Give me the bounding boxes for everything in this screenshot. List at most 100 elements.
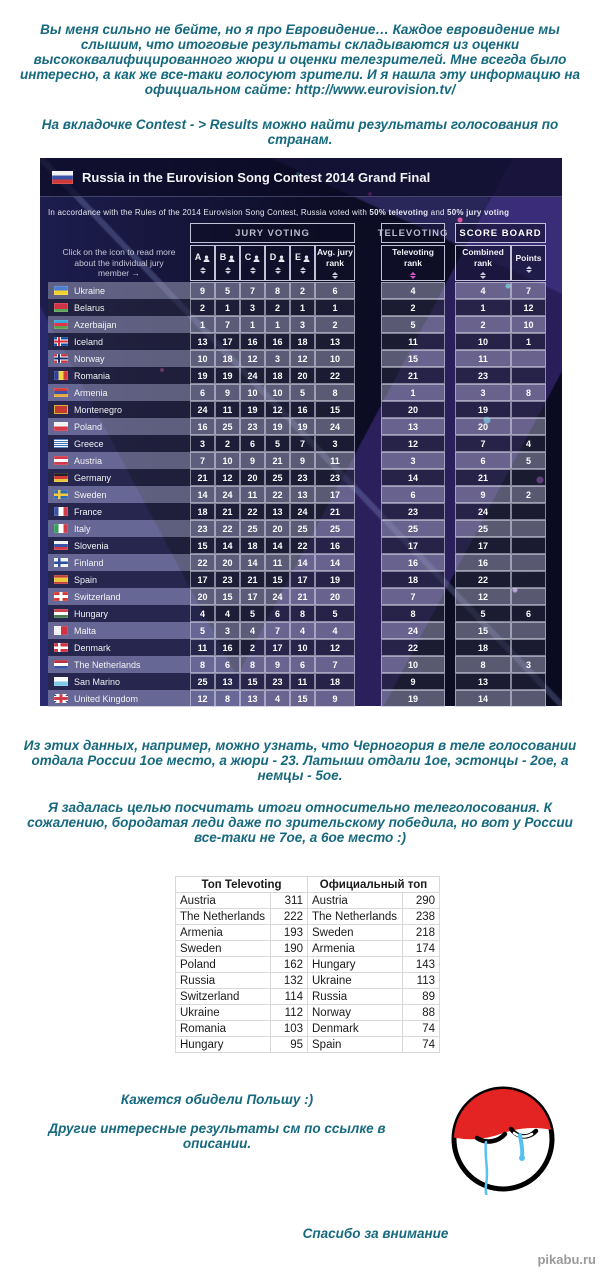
- televoting-rank-cell: 21: [381, 367, 445, 384]
- country-row: Poland 16 25 23 19 19 24 13 20: [48, 418, 554, 435]
- points-cell: [511, 690, 546, 707]
- official-score: 113: [402, 972, 440, 989]
- combined-rank-cell: 1: [455, 299, 511, 316]
- group-gap: [445, 571, 455, 588]
- sort-icon[interactable]: [525, 266, 532, 274]
- points-cell: 1: [511, 333, 546, 350]
- sort-icon[interactable]: [480, 271, 486, 279]
- group-gap: [355, 316, 381, 333]
- jury-score-cell: 4: [190, 605, 215, 622]
- jury-score-cell: 20: [190, 588, 215, 605]
- televoting-rank-cell: 25: [381, 520, 445, 537]
- country-name: Malta: [74, 625, 97, 636]
- jury-score-cell: 23: [190, 520, 215, 537]
- the-netherlands-flag-icon: [54, 660, 68, 669]
- comparison-header-row: Топ Televoting Официальный топ: [175, 876, 440, 893]
- crying-countryball-image: [451, 1086, 555, 1195]
- official-country: Austria: [307, 892, 403, 909]
- country-cell: Ukraine: [48, 282, 190, 299]
- sort-icon-active[interactable]: [410, 271, 416, 279]
- jury-score-cell: 22: [190, 554, 215, 571]
- points-cell: [511, 503, 546, 520]
- country-row: The Netherlands 8 6 8 9 6 7 10 8 3: [48, 656, 554, 673]
- group-gap: [445, 384, 455, 401]
- official-score: 143: [402, 956, 440, 973]
- country-name: Romania: [74, 370, 111, 381]
- eurovision-results-screenshot: Russia in the Eurovision Song Contest 20…: [40, 158, 562, 707]
- televoting-country: Austria: [175, 892, 271, 909]
- country-cell: Romania: [48, 367, 190, 384]
- jury-score-cell: 10: [265, 384, 290, 401]
- jury-score-cell: 15: [190, 537, 215, 554]
- jury-score-cell: 25: [265, 469, 290, 486]
- televoting-rank-header[interactable]: Televoting rank: [381, 245, 445, 281]
- group-gap: [355, 282, 381, 299]
- sort-icon[interactable]: [224, 266, 231, 274]
- country-name: United Kingdom: [74, 693, 139, 704]
- belarus-flag-icon: [54, 303, 68, 312]
- country-cell: Hungary: [48, 605, 190, 622]
- jury-score-cell: 18: [215, 350, 240, 367]
- group-gap: [445, 299, 455, 316]
- combined-rank-cell: 14: [455, 690, 511, 707]
- points-cell: [511, 469, 546, 486]
- juror-icon[interactable]: [228, 255, 235, 262]
- malta-flag-icon: [54, 626, 68, 635]
- avg-jury-rank-cell: 20: [315, 588, 355, 605]
- juror-column-header[interactable]: D: [265, 245, 290, 281]
- group-gap: [445, 435, 455, 452]
- country-name: Greece: [74, 438, 104, 449]
- group-gap: [355, 418, 381, 435]
- country-row: United Kingdom 12 8 13 4 15 9 19 14: [48, 690, 554, 707]
- televoting-rank-cell: 17: [381, 537, 445, 554]
- combined-rank-header[interactable]: Combined rank: [455, 245, 511, 281]
- jury-score-cell: 11: [240, 486, 265, 503]
- jury-score-cell: 4: [265, 690, 290, 707]
- jury-score-cell: 19: [190, 367, 215, 384]
- combined-rank-cell: 8: [455, 656, 511, 673]
- sort-icon[interactable]: [274, 266, 281, 274]
- country-name: Spain: [74, 574, 98, 585]
- jury-score-cell: 5: [215, 282, 240, 299]
- switzerland-flag-icon: [54, 592, 68, 601]
- televoting-rank-cell: 24: [381, 622, 445, 639]
- avg-jury-rank-cell: 2: [315, 316, 355, 333]
- country-cell: Montenegro: [48, 401, 190, 418]
- jury-score-cell: 5: [240, 605, 265, 622]
- televoting-rank-cell: 13: [381, 418, 445, 435]
- group-gap: [355, 299, 381, 316]
- juror-column-header[interactable]: B: [215, 245, 240, 281]
- jury-score-cell: 13: [215, 673, 240, 690]
- juror-icon[interactable]: [303, 255, 310, 262]
- televoting-score: 311: [270, 892, 308, 909]
- sort-icon[interactable]: [199, 266, 206, 274]
- points-header[interactable]: Points: [511, 245, 546, 281]
- pikabu-watermark: pikabu.ru: [537, 1252, 596, 1267]
- country-row: Switzerland 20 15 17 24 21 20 7 12: [48, 588, 554, 605]
- united-kingdom-flag-icon: [54, 694, 68, 703]
- juror-icon[interactable]: [203, 255, 210, 262]
- juror-column-header[interactable]: A: [190, 245, 215, 281]
- jury-score-cell: 23: [240, 418, 265, 435]
- juror-icon[interactable]: [253, 255, 260, 262]
- jury-score-cell: 21: [290, 588, 315, 605]
- jury-score-cell: 19: [265, 418, 290, 435]
- jury-score-cell: 11: [290, 673, 315, 690]
- country-name: Switzerland: [74, 591, 121, 602]
- sort-icon[interactable]: [299, 266, 306, 274]
- juror-column-header[interactable]: C: [240, 245, 265, 281]
- jury-score-cell: 17: [215, 333, 240, 350]
- avg-jury-rank-header[interactable]: Avg. jury rank: [315, 245, 355, 281]
- sort-icon[interactable]: [332, 271, 338, 279]
- juror-icon[interactable]: [278, 255, 285, 262]
- sort-icon[interactable]: [249, 266, 256, 274]
- romania-flag-icon: [54, 371, 68, 380]
- slovenia-flag-icon: [54, 541, 68, 550]
- group-gap: [355, 401, 381, 418]
- country-cell: The Netherlands: [48, 656, 190, 673]
- jury-score-cell: 6: [290, 656, 315, 673]
- points-cell: 10: [511, 316, 546, 333]
- country-cell: Belarus: [48, 299, 190, 316]
- juror-column-header[interactable]: E: [290, 245, 315, 281]
- country-cell: Finland: [48, 554, 190, 571]
